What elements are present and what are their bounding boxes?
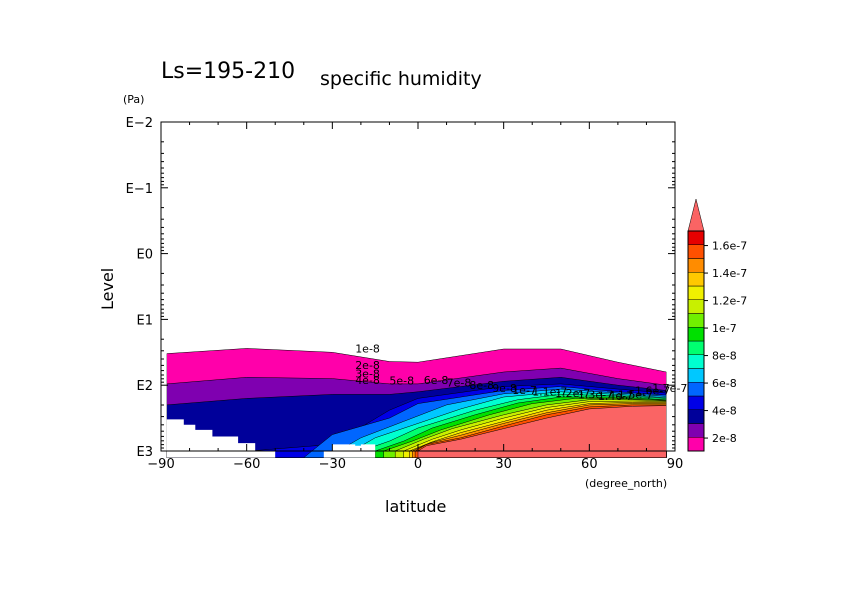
colorbar-swatch <box>687 382 705 397</box>
contour-label: 3e-8 <box>355 367 380 380</box>
contour-label: 1.2e-7 <box>555 387 590 400</box>
y-tick-label: E1 <box>137 313 154 328</box>
colorbar-swatch <box>687 437 705 452</box>
contour-label: 1.1e-7 <box>532 386 567 399</box>
chart-title: Ls=195-210 <box>161 59 295 84</box>
colorbar-swatch <box>687 368 705 383</box>
colorbar-swatch <box>687 313 705 328</box>
contour-label: 1e-7 <box>512 384 537 397</box>
y-tick-label: E2 <box>137 379 154 394</box>
x-unit: (degree_north) <box>585 477 667 490</box>
colorbar-swatch <box>687 299 705 314</box>
contour-label: 2e-8 <box>355 359 380 372</box>
contour-label: 7e-8 <box>447 377 472 390</box>
colorbar-swatch <box>687 230 705 245</box>
colorbar-swatch <box>687 272 705 287</box>
contour-label: 5e-8 <box>389 375 414 388</box>
contour-label: 1.5e-7 <box>618 388 653 401</box>
contour-label: 9e-8 <box>492 382 517 395</box>
x-tick-label: −90 <box>147 457 174 472</box>
colorbar-swatch <box>687 244 705 259</box>
colorbar-swatch <box>687 258 705 273</box>
contour-fills <box>166 348 667 458</box>
x-tick-label: 0 <box>414 457 422 472</box>
contour-label: 6e-8 <box>424 374 449 387</box>
colorbar-label: 8e-8 <box>712 350 737 363</box>
missing-data-right <box>666 122 675 451</box>
y-tick-label: E−1 <box>126 182 153 197</box>
colorbar-swatch <box>687 354 705 369</box>
colorbar-swatch <box>687 395 705 410</box>
y-tick-label: E−2 <box>126 116 153 131</box>
missing-data-area <box>166 419 376 458</box>
colorbar-swatch <box>687 409 705 424</box>
contour-label: 4e-8 <box>355 374 380 387</box>
contour-label: 1e-8 <box>355 342 380 355</box>
x-tick-label: 60 <box>581 457 598 472</box>
contour-label: 1.4e-7 <box>598 390 633 403</box>
colorbar: 2e-8 4e-8 6e-8 8e-8 1e-7 1.2e-7 1.4e-7 1.6e-7 <box>687 198 747 452</box>
colorbar-label: 4e-8 <box>712 405 737 418</box>
x-tick-label: 90 <box>667 457 684 472</box>
x-axis-label: latitude <box>385 497 446 516</box>
colorbar-label: 1e-7 <box>712 322 737 335</box>
contour-labels: 1e-8 2e-83e-84e-8 5e-8 6e-87e-88e-89e-81e-7… <box>355 342 687 402</box>
colorbar-label: 1.6e-7 <box>712 240 747 253</box>
colorbar-swatch <box>687 285 705 300</box>
contour-band-level-above-1.7e-7-salmon <box>417 405 667 458</box>
x-tick-label: −60 <box>233 457 260 472</box>
colorbar-label: 1.2e-7 <box>712 295 747 308</box>
missing-data-regions <box>161 122 675 458</box>
colorbar-label: 1.4e-7 <box>712 267 747 280</box>
contour-label: 1.6e-7 <box>635 384 670 397</box>
colorbar-label: 2e-8 <box>712 432 737 445</box>
y-tick-label: E0 <box>137 248 154 263</box>
contour-label: 8e-8 <box>469 379 494 392</box>
axes: −90 −60 −30 0 30 60 90 E−2 E−1 E0 E1 E2 E3 <box>126 116 684 472</box>
y-unit: (Pa) <box>123 93 144 106</box>
colorbar-swatch <box>687 327 705 342</box>
x-tick-label: −30 <box>319 457 346 472</box>
missing-data-left <box>161 122 167 451</box>
x-tick-label: 30 <box>495 457 512 472</box>
colorbar-swatch <box>687 340 705 355</box>
y-tick-label: E3 <box>137 445 154 460</box>
colorbar-extend-arrow <box>687 198 705 232</box>
colorbar-frame <box>687 230 705 452</box>
contour-label: 1.7e-7 <box>652 382 687 395</box>
y-axis-label: Level <box>98 268 117 310</box>
colorbar-label: 6e-8 <box>712 377 737 390</box>
colorbar-swatch <box>687 423 705 438</box>
chart-subtitle: specific humidity <box>320 68 482 90</box>
contour-label: 1.3e-7 <box>578 388 613 401</box>
